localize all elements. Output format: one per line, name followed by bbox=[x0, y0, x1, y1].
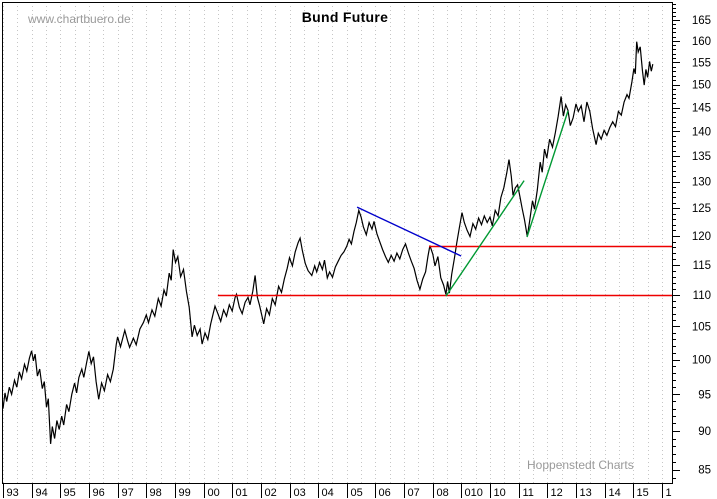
trendline-downtrend-2005-2009 bbox=[356, 206, 462, 257]
x-axis-label: 94 bbox=[36, 487, 48, 499]
y-axis: 165 160 155 150 145 140 135 130 125 120 115 110 105 1… bbox=[672, 4, 711, 479]
y-axis-label: 85 bbox=[698, 465, 711, 477]
price-series bbox=[2, 41, 654, 444]
x-axis-label: 96 bbox=[93, 487, 105, 499]
x-axis-label: 12 bbox=[551, 487, 563, 499]
x-axis-label: 93 bbox=[7, 487, 19, 499]
trendline-uptrend-2011-2012 bbox=[526, 110, 569, 238]
y-axis-label: 150 bbox=[692, 80, 711, 92]
x-axis-label: 07 bbox=[408, 487, 420, 499]
x-axis-label: 10 bbox=[494, 487, 506, 499]
y-axis-label: 160 bbox=[692, 36, 711, 48]
x-axis-label: 03 bbox=[294, 487, 306, 499]
y-axis-label: 115 bbox=[693, 260, 711, 272]
y-axis-label: 95 bbox=[698, 389, 711, 401]
chart-title: Bund Future bbox=[301, 9, 389, 25]
x-axis-label: 010 bbox=[465, 487, 483, 499]
y-axis-label: 130 bbox=[692, 177, 711, 189]
y-axis-label: 125 bbox=[692, 203, 711, 215]
x-axis-label: 97 bbox=[122, 487, 134, 499]
y-axis-label: 165 bbox=[692, 15, 711, 27]
x-axis: 93 94 95 96 97 98 99 00 01 02 03 04 05 06 07 08 010 10 11 1… bbox=[3, 483, 672, 499]
grid-lines bbox=[3, 2, 663, 483]
y-axis-label: 105 bbox=[692, 321, 711, 333]
x-axis-label: 98 bbox=[150, 487, 162, 499]
y-axis-label: 135 bbox=[692, 151, 711, 163]
x-axis-label: 02 bbox=[265, 487, 277, 499]
x-axis-label: 11 bbox=[523, 487, 534, 499]
x-axis-label: 00 bbox=[208, 487, 220, 499]
x-axis-label: 05 bbox=[351, 487, 363, 499]
watermark-chartbuero: www.chartbuero.de bbox=[28, 12, 131, 26]
y-axis-label: 145 bbox=[692, 103, 711, 115]
x-axis-label: 04 bbox=[322, 487, 334, 499]
x-axis-label: 13 bbox=[580, 487, 592, 499]
x-axis-label: 06 bbox=[379, 487, 391, 499]
x-axis-label: 1 bbox=[666, 487, 672, 499]
x-axis-label: 01 bbox=[236, 487, 248, 499]
y-axis-label: 110 bbox=[693, 290, 711, 302]
y-axis-label: 155 bbox=[692, 57, 711, 69]
y-axis-label: 120 bbox=[692, 231, 711, 243]
x-axis-label: 99 bbox=[179, 487, 191, 499]
x-axis-label: 95 bbox=[64, 487, 76, 499]
trendlines bbox=[217, 110, 672, 297]
y-axis-label: 100 bbox=[692, 355, 711, 367]
x-axis-label: 08 bbox=[437, 487, 449, 499]
y-axis-label: 140 bbox=[692, 126, 711, 138]
x-axis-label: 15 bbox=[637, 487, 649, 499]
trendline-uptrend-2008-2011 bbox=[445, 180, 525, 297]
x-axis-label: 14 bbox=[609, 487, 621, 499]
y-axis-label: 90 bbox=[698, 426, 711, 438]
watermark-hoppenstedt: Hoppenstedt Charts bbox=[527, 458, 634, 472]
